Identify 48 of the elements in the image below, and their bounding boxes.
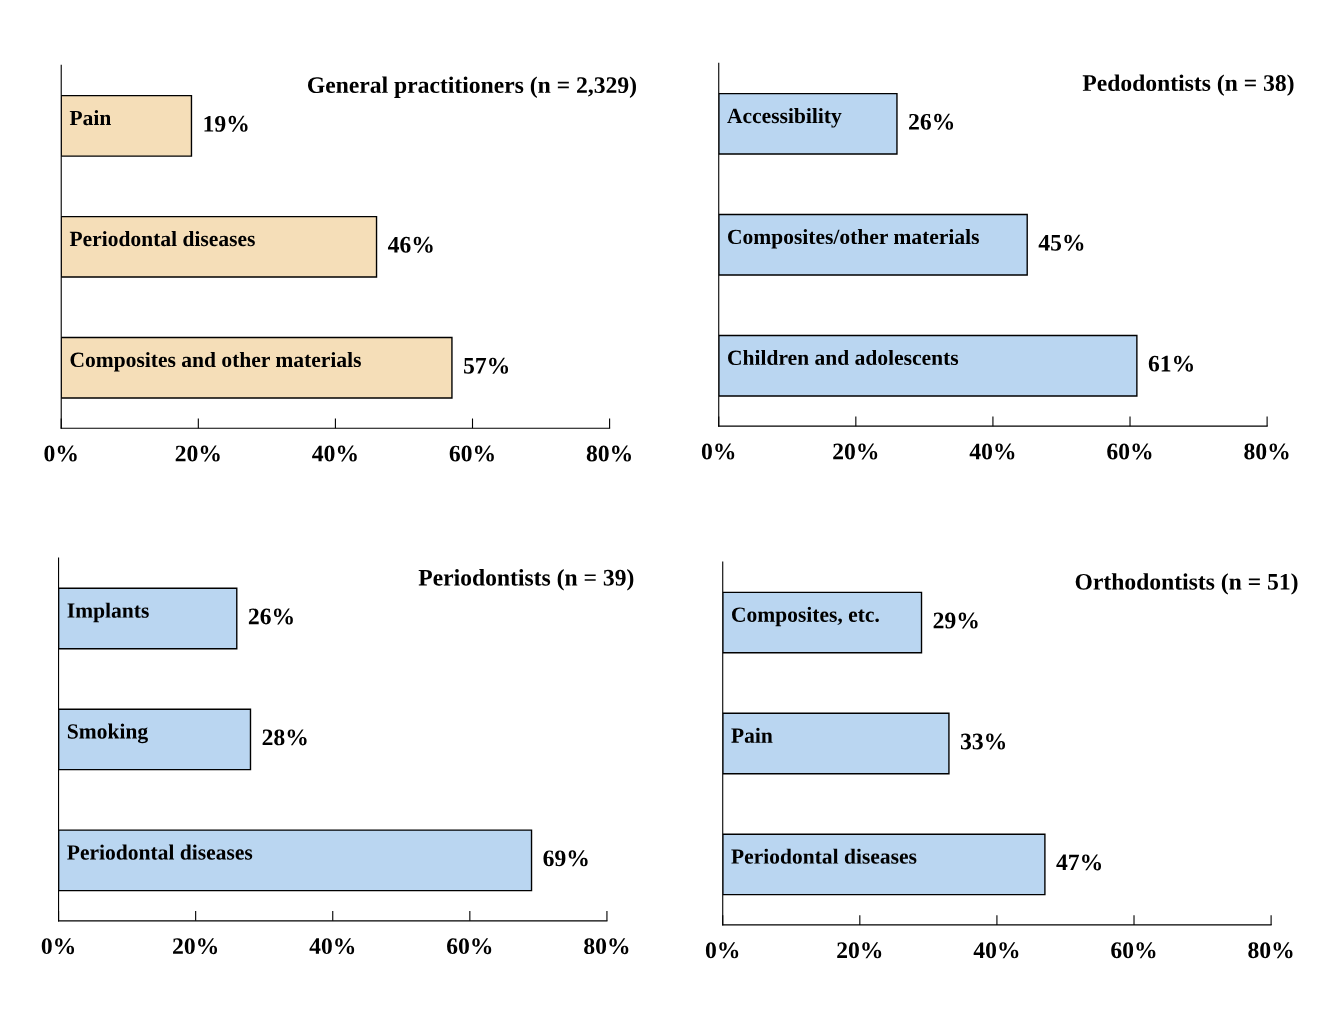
data-label: 26% [248, 608, 293, 625]
x-tick-label: 0% [705, 942, 739, 959]
data-label: 45% [1038, 234, 1084, 251]
x-tick-label: 80% [584, 938, 629, 955]
category-label: Composites and other materials [70, 351, 361, 372]
chart-title: Orthodontists (n = 51) [1075, 573, 1298, 595]
category-label: Implants [67, 602, 149, 623]
chart-title: General practitioners (n = 2,329) [308, 76, 636, 98]
x-tick-label: 40% [309, 938, 355, 955]
data-label: 28% [262, 729, 307, 746]
x-tick-label: 80% [1248, 942, 1293, 959]
category-label: Accessibility [727, 107, 842, 128]
category-label: Composites, etc. [732, 606, 879, 627]
x-tick-label: 80% [586, 445, 631, 462]
category-label: Pain [731, 727, 773, 743]
x-tick-label: 20% [173, 938, 218, 955]
data-label: 33% [960, 733, 1006, 750]
x-tick-label: 60% [1111, 942, 1156, 959]
x-tick-label: 20% [175, 445, 220, 462]
x-tick-label: 40% [312, 445, 357, 462]
x-tick-label: 60% [449, 445, 494, 462]
x-tick-label: 40% [969, 443, 1015, 460]
category-label: Pain [69, 110, 111, 126]
x-tick-label: 40% [973, 942, 1019, 959]
x-tick-label: 0% [701, 443, 735, 460]
data-label: 19% [204, 115, 248, 132]
data-label: 57% [464, 357, 509, 374]
data-label: 69% [543, 850, 588, 867]
data-label: 46% [387, 236, 433, 253]
data-label: 29% [933, 612, 978, 629]
category-label: Periodontal diseases [69, 231, 255, 247]
x-tick-label: 20% [837, 942, 882, 959]
chart-title: Periodontists (n = 39) [418, 569, 634, 591]
x-tick-label: 60% [447, 938, 492, 955]
x-tick-label: 80% [1244, 443, 1289, 460]
x-tick-label: 20% [833, 443, 878, 460]
x-tick-label: 0% [44, 445, 77, 462]
category-label: Smoking [67, 723, 148, 744]
category-label: Periodontal diseases [67, 844, 253, 860]
chart-title: Pedodontists (n = 38) [1082, 74, 1294, 96]
data-label: 26% [909, 113, 954, 130]
x-tick-label: 0% [41, 938, 75, 955]
category-label: Composites/other materials [728, 228, 979, 249]
category-label: Periodontal diseases [731, 848, 917, 864]
data-label: 61% [1148, 355, 1193, 372]
x-tick-label: 60% [1107, 443, 1152, 460]
category-label: Children and adolescents [728, 349, 959, 366]
data-label: 47% [1056, 854, 1102, 871]
